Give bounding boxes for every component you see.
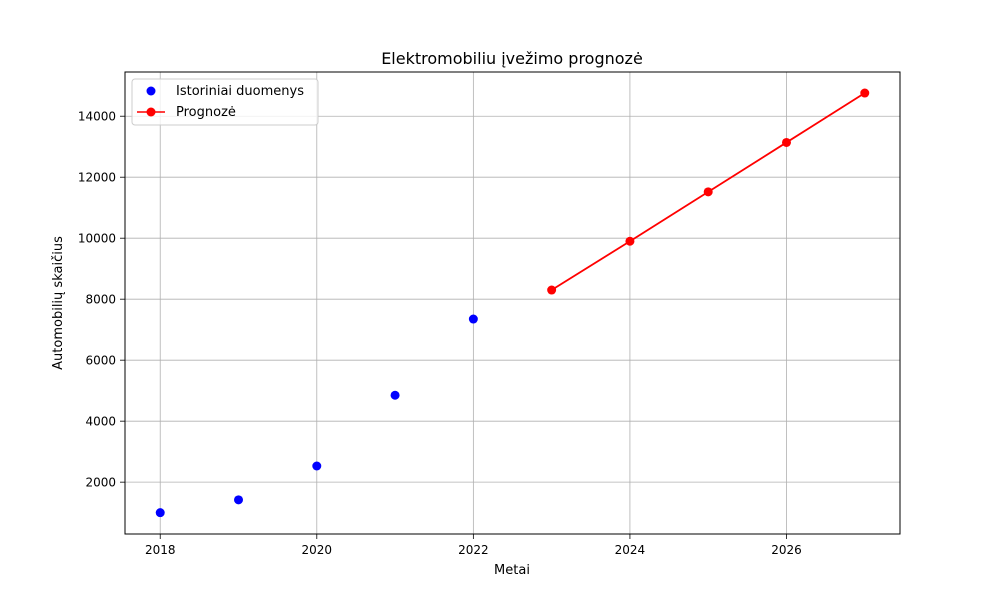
legend: Istoriniai duomenys Prognozė [131, 78, 319, 126]
x-tick-label: 2022 [458, 543, 489, 557]
y-tick-label: 2000 [85, 476, 116, 490]
y-axis-label: Automobilių skaičius [51, 236, 66, 370]
y-tick-label: 8000 [85, 293, 116, 307]
y-tick-label: 10000 [78, 232, 116, 246]
x-tick-label: 2020 [302, 543, 333, 557]
legend-label-forecast: Prognozė [176, 105, 236, 120]
data-point-historical [390, 390, 400, 400]
x-tick-label: 2026 [771, 543, 802, 557]
y-ticks: 2000 4000 6000 8000 10000 12000 14000 [78, 110, 125, 490]
data-point-forecast [625, 236, 635, 246]
plot-frame [124, 71, 901, 535]
data-point-historical [155, 508, 165, 518]
y-tick-label: 14000 [78, 110, 116, 124]
y-tick-label: 6000 [85, 354, 116, 368]
x-ticks: 2018 2020 2022 2024 2026 [145, 534, 802, 557]
legend-marker-forecast [146, 107, 156, 117]
x-tick-label: 2024 [615, 543, 646, 557]
data-point-forecast [781, 137, 791, 147]
data-point-historical [468, 314, 478, 324]
x-axis-label: Metai [494, 563, 530, 578]
data-point-historical [312, 461, 322, 471]
data-point-forecast [547, 285, 557, 295]
series-layer [155, 88, 870, 518]
legend-label-historical: Istoriniai duomenys [176, 84, 304, 99]
y-tick-label: 4000 [85, 415, 116, 429]
legend-marker-historical [146, 86, 156, 96]
x-tick-label: 2018 [145, 543, 176, 557]
chart-title: Elektromobiliu įvežimo prognozė [381, 49, 643, 68]
legend-box [131, 78, 319, 126]
data-point-forecast [703, 187, 713, 197]
y-tick-label: 12000 [78, 171, 116, 185]
data-point-historical [234, 495, 244, 505]
data-point-forecast [860, 88, 870, 98]
